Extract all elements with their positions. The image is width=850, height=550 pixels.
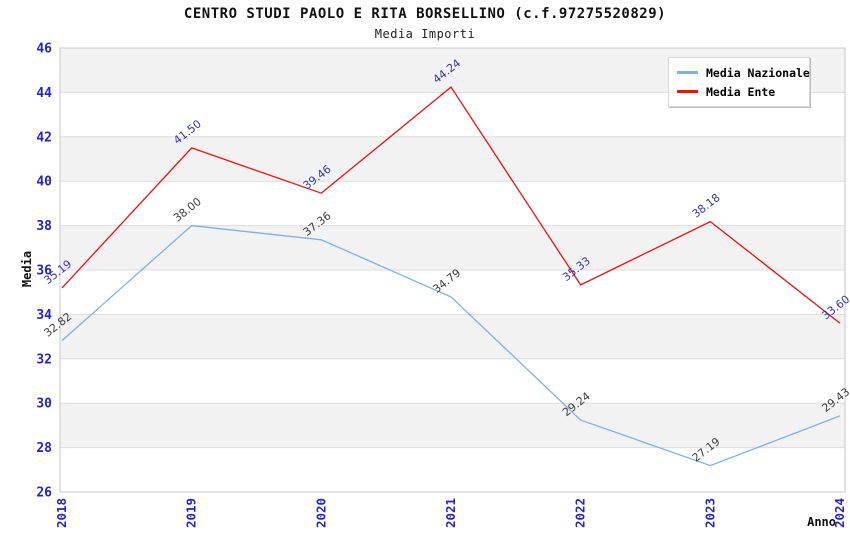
y-tick-label: 30 [36, 397, 52, 412]
y-tick-label: 46 [36, 42, 52, 57]
legend-line-swatch-media-ente [677, 90, 698, 93]
x-tick-label: 2021 [443, 498, 458, 528]
legend: Media Nazionale Media Ente [668, 57, 810, 107]
plot-band [60, 270, 845, 315]
y-tick-label: 32 [36, 352, 52, 367]
legend-item-media-nazionale: Media Nazionale [675, 63, 810, 82]
x-tick-label: 2020 [313, 498, 328, 528]
legend-item-media-ente: Media Ente [675, 82, 803, 101]
plot-band [60, 181, 845, 226]
chart-title: CENTRO STUDI PAOLO E RITA BORSELLINO (c.… [183, 6, 667, 22]
plot-border [59, 47, 846, 493]
plot-band [60, 314, 845, 359]
series-line-media-nazionale [61, 224, 841, 467]
legend-label-media-ente: Media Ente [706, 84, 776, 99]
y-axis-title: Media [20, 250, 34, 288]
plot-band [60, 225, 845, 270]
y-tick-label: 38 [36, 219, 52, 234]
x-tick-label: 2022 [573, 498, 588, 528]
plot-band [60, 136, 845, 182]
plot-band [60, 403, 845, 448]
y-tick-label: 26 [36, 486, 52, 501]
x-tick-label: 2024 [832, 498, 847, 528]
x-tick-label: 2019 [184, 498, 199, 528]
y-tick-label: 40 [36, 175, 52, 190]
x-tick-label: 2018 [54, 498, 69, 528]
x-tick-label: 2023 [702, 498, 717, 528]
plot-band [60, 358, 845, 404]
y-tick-label: 36 [36, 264, 52, 279]
y-tick-label: 42 [36, 130, 52, 145]
y-tick-label: 34 [36, 308, 52, 323]
y-tick-label: 44 [36, 86, 52, 101]
chart-subtitle: Media Importi [374, 27, 476, 41]
legend-line-swatch-media-nazionale [677, 71, 698, 74]
series-line-media-ente [61, 86, 841, 324]
y-tick-label: 28 [36, 441, 52, 456]
x-axis-title: Anno [807, 515, 836, 529]
legend-label-media-nazionale: Media Nazionale [706, 65, 810, 80]
plot-band [60, 447, 845, 492]
